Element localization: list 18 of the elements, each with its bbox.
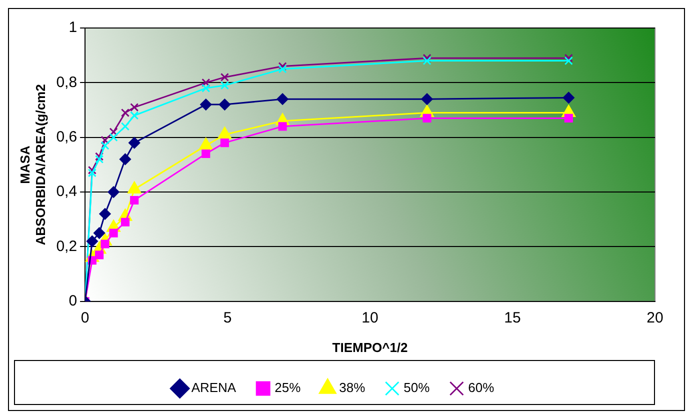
legend-label: 50% xyxy=(404,380,430,396)
y-tick-label: 1 xyxy=(68,19,78,36)
x-tick-label: 0 xyxy=(80,310,90,327)
y-tick-label: 0,2 xyxy=(56,238,78,255)
x-tick-label: 15 xyxy=(504,310,521,327)
legend-label: 60% xyxy=(468,380,495,396)
legend-label: 38% xyxy=(339,380,366,396)
x-axis-title: TIEMPO^1/2 xyxy=(332,340,408,355)
x-tick-label: 10 xyxy=(362,310,378,327)
legend-label: ARENA xyxy=(191,380,236,396)
x-tick-label: 5 xyxy=(223,310,232,327)
legend-label: 25% xyxy=(274,380,302,396)
y-tick-label: 0,8 xyxy=(56,74,78,91)
y-tick-label: 0,6 xyxy=(56,128,78,146)
y-tick-label: 0 xyxy=(68,292,78,310)
y-tick-label: 0,4 xyxy=(56,183,78,200)
y-axis-title: MASA ABSORBIDA/AREA(g/cm2 xyxy=(17,84,48,246)
x-tick-label: 20 xyxy=(646,310,664,327)
